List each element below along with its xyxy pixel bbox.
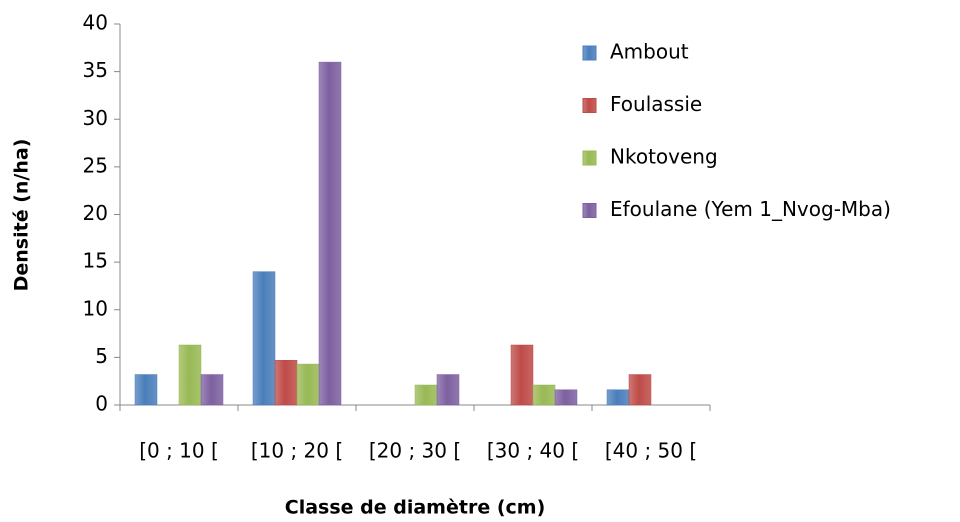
y-tick-label: 15 [83, 249, 108, 273]
x-tick-label: [30 ; 40 [ [487, 439, 579, 463]
bar [318, 61, 342, 406]
legend-label: Foulassie [610, 92, 702, 116]
y-tick-label: 25 [83, 153, 108, 177]
x-tick-label: [40 ; 50 [ [605, 439, 697, 463]
bar [606, 389, 630, 406]
bar [436, 374, 460, 406]
legend-label: Efoulane (Yem 1_Nvog-Mba) [610, 197, 891, 221]
bar [296, 363, 320, 406]
bar [134, 374, 158, 406]
bar [274, 359, 298, 406]
y-tick-label: 35 [83, 58, 108, 82]
bar [628, 374, 652, 406]
legend-swatch [582, 98, 597, 113]
y-axis-title: Densité (n/ha) [11, 139, 33, 292]
y-tick-label: 20 [83, 201, 108, 225]
bar [178, 344, 202, 406]
y-tick-label: 5 [95, 344, 108, 368]
legend-label: Ambout [610, 40, 689, 64]
legend-swatch [582, 45, 597, 61]
bar [414, 384, 438, 406]
y-tick-label: 40 [83, 11, 108, 35]
bar [554, 389, 578, 406]
bar [200, 374, 224, 406]
y-tick-label: 30 [83, 106, 108, 130]
y-tick-label: 0 [95, 392, 108, 416]
legend-label: Nkotoveng [610, 145, 718, 169]
y-tick-label: 10 [83, 296, 108, 320]
x-tick-label: [20 ; 30 [ [369, 439, 461, 463]
bar [532, 384, 556, 406]
x-tick-label: [0 ; 10 [ [139, 439, 219, 463]
x-axis-title: Classe de diamètre (cm) [285, 497, 546, 519]
legend-swatch [582, 203, 597, 218]
bar [252, 271, 276, 406]
x-tick-label: [10 ; 20 [ [251, 439, 343, 463]
legend-swatch [582, 150, 597, 166]
bar [510, 344, 534, 406]
